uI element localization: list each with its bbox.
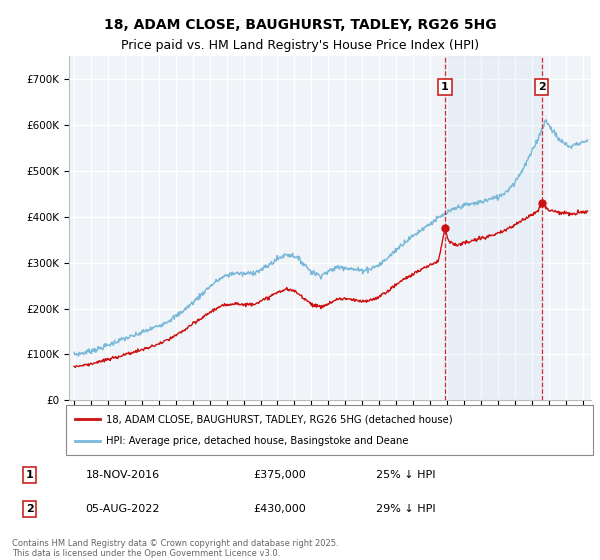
Text: 18-NOV-2016: 18-NOV-2016 [85, 470, 160, 480]
Text: 18, ADAM CLOSE, BAUGHURST, TADLEY, RG26 5HG: 18, ADAM CLOSE, BAUGHURST, TADLEY, RG26 … [104, 18, 496, 32]
Text: HPI: Average price, detached house, Basingstoke and Deane: HPI: Average price, detached house, Basi… [106, 436, 408, 446]
Text: 05-AUG-2022: 05-AUG-2022 [85, 504, 160, 514]
Text: 1: 1 [441, 82, 449, 92]
Text: 18, ADAM CLOSE, BAUGHURST, TADLEY, RG26 5HG (detached house): 18, ADAM CLOSE, BAUGHURST, TADLEY, RG26 … [106, 414, 452, 424]
Text: 29% ↓ HPI: 29% ↓ HPI [376, 504, 436, 514]
Text: Contains HM Land Registry data © Crown copyright and database right 2025.
This d: Contains HM Land Registry data © Crown c… [12, 539, 338, 558]
Text: Price paid vs. HM Land Registry's House Price Index (HPI): Price paid vs. HM Land Registry's House … [121, 39, 479, 53]
Bar [445, 56, 542, 400]
Text: £375,000: £375,000 [253, 470, 306, 480]
Text: 1: 1 [26, 470, 34, 480]
Text: 2: 2 [538, 82, 545, 92]
Text: £430,000: £430,000 [253, 504, 306, 514]
FancyBboxPatch shape [66, 405, 593, 455]
Text: 2: 2 [26, 504, 34, 514]
Text: 25% ↓ HPI: 25% ↓ HPI [376, 470, 436, 480]
